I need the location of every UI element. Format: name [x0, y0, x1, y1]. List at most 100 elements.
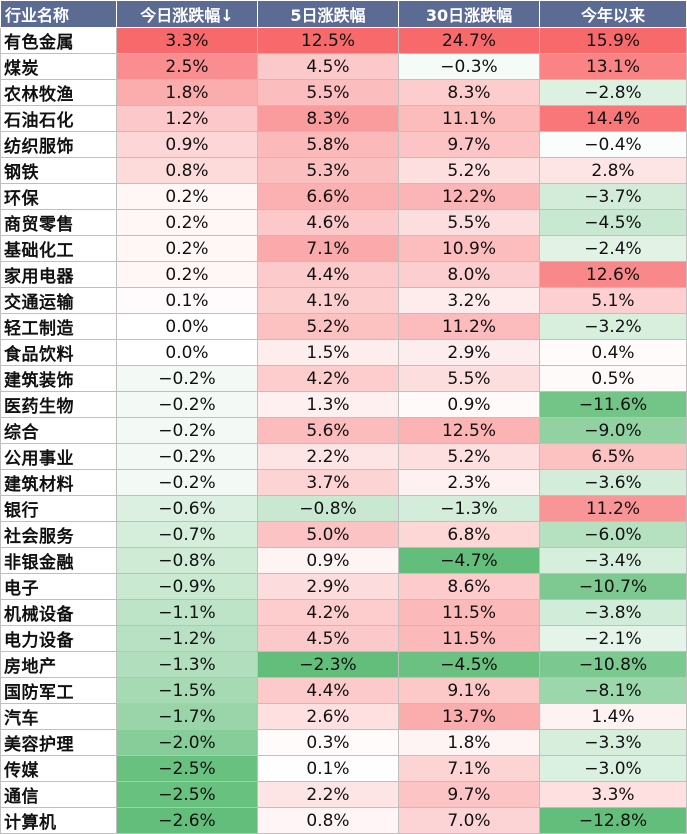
- 5day-change-cell: 0.3%: [257, 729, 399, 756]
- today-change-cell: −2.5%: [116, 781, 258, 808]
- 5day-change-cell: 4.6%: [257, 209, 399, 236]
- industry-name-cell: 综合: [0, 417, 117, 444]
- industry-name-cell: 商贸零售: [0, 209, 117, 236]
- table-row: 公用事业 −0.2% 2.2% 5.2% 6.5%: [0, 443, 687, 470]
- industry-name-cell: 纺织服饰: [0, 131, 117, 158]
- 30day-change-cell: 5.5%: [398, 365, 540, 392]
- today-change-cell: 0.2%: [116, 261, 258, 288]
- 5day-change-cell: 4.1%: [257, 287, 399, 314]
- ytd-change-cell: 2.8%: [539, 157, 687, 184]
- ytd-change-cell: 12.6%: [539, 261, 687, 288]
- 30day-change-cell: 6.8%: [398, 521, 540, 548]
- industry-name-cell: 医药生物: [0, 391, 117, 418]
- ytd-change-cell: −2.4%: [539, 235, 687, 262]
- 5day-change-cell: 3.7%: [257, 469, 399, 496]
- table-row: 通信 −2.5% 2.2% 9.7% 3.3%: [0, 781, 687, 808]
- 5day-change-cell: 7.1%: [257, 235, 399, 262]
- today-change-cell: −1.7%: [116, 703, 258, 730]
- header-industry-name[interactable]: 行业名称: [0, 0, 117, 28]
- industry-name-cell: 石油石化: [0, 105, 117, 132]
- 30day-change-cell: 8.6%: [398, 573, 540, 600]
- 5day-change-cell: 5.0%: [257, 521, 399, 548]
- table-row: 农林牧渔 1.8% 5.5% 8.3% −2.8%: [0, 79, 687, 106]
- 5day-change-cell: 0.1%: [257, 755, 399, 782]
- 5day-change-cell: 5.3%: [257, 157, 399, 184]
- ytd-change-cell: −8.1%: [539, 677, 687, 704]
- industry-name-cell: 建筑装饰: [0, 365, 117, 392]
- 5day-change-cell: 4.5%: [257, 625, 399, 652]
- ytd-change-cell: 1.4%: [539, 703, 687, 730]
- 30day-change-cell: 11.5%: [398, 599, 540, 626]
- industry-name-cell: 公用事业: [0, 443, 117, 470]
- today-change-cell: −2.5%: [116, 755, 258, 782]
- industry-name-cell: 钢铁: [0, 157, 117, 184]
- ytd-change-cell: −0.4%: [539, 131, 687, 158]
- ytd-change-cell: 11.2%: [539, 495, 687, 522]
- today-change-cell: −1.5%: [116, 677, 258, 704]
- 30day-change-cell: 11.1%: [398, 105, 540, 132]
- today-change-cell: −0.2%: [116, 417, 258, 444]
- 30day-change-cell: −0.3%: [398, 53, 540, 80]
- 5day-change-cell: 1.5%: [257, 339, 399, 366]
- 5day-change-cell: 5.8%: [257, 131, 399, 158]
- 30day-change-cell: 11.2%: [398, 313, 540, 340]
- ytd-change-cell: −12.8%: [539, 807, 687, 834]
- industry-name-cell: 汽车: [0, 703, 117, 730]
- header-ytd-change[interactable]: 今年以来: [539, 0, 687, 28]
- ytd-change-cell: 0.5%: [539, 365, 687, 392]
- ytd-change-cell: 15.9%: [539, 27, 687, 54]
- 5day-change-cell: 0.9%: [257, 547, 399, 574]
- header-30day-change[interactable]: 30日涨跌幅: [398, 0, 540, 28]
- table-row: 社会服务 −0.7% 5.0% 6.8% −6.0%: [0, 521, 687, 548]
- today-change-cell: 0.1%: [116, 287, 258, 314]
- 30day-change-cell: 10.9%: [398, 235, 540, 262]
- 5day-change-cell: 1.3%: [257, 391, 399, 418]
- 5day-change-cell: 8.3%: [257, 105, 399, 132]
- today-change-cell: 0.0%: [116, 313, 258, 340]
- table-row: 银行 −0.6% −0.8% −1.3% 11.2%: [0, 495, 687, 522]
- table-row: 非银金融 −0.8% 0.9% −4.7% −3.4%: [0, 547, 687, 574]
- 30day-change-cell: 7.0%: [398, 807, 540, 834]
- ytd-change-cell: 13.1%: [539, 53, 687, 80]
- table-row: 食品饮料 0.0% 1.5% 2.9% 0.4%: [0, 339, 687, 366]
- table-row: 医药生物 −0.2% 1.3% 0.9% −11.6%: [0, 391, 687, 418]
- ytd-change-cell: −3.4%: [539, 547, 687, 574]
- 5day-change-cell: 12.5%: [257, 27, 399, 54]
- 5day-change-cell: 4.5%: [257, 53, 399, 80]
- table-row: 传媒 −2.5% 0.1% 7.1% −3.0%: [0, 755, 687, 782]
- table-row: 电力设备 −1.2% 4.5% 11.5% −2.1%: [0, 625, 687, 652]
- ytd-change-cell: −3.0%: [539, 755, 687, 782]
- industry-name-cell: 银行: [0, 495, 117, 522]
- 5day-change-cell: 2.2%: [257, 781, 399, 808]
- ytd-change-cell: −10.7%: [539, 573, 687, 600]
- 30day-change-cell: 3.2%: [398, 287, 540, 314]
- table-row: 计算机 −2.6% 0.8% 7.0% −12.8%: [0, 807, 687, 834]
- industry-name-cell: 房地产: [0, 651, 117, 678]
- 30day-change-cell: 0.9%: [398, 391, 540, 418]
- table-row: 建筑材料 −0.2% 3.7% 2.3% −3.6%: [0, 469, 687, 496]
- today-change-cell: −2.6%: [116, 807, 258, 834]
- today-change-cell: 0.2%: [116, 209, 258, 236]
- today-change-cell: −0.9%: [116, 573, 258, 600]
- ytd-change-cell: 14.4%: [539, 105, 687, 132]
- table-row: 基础化工 0.2% 7.1% 10.9% −2.4%: [0, 235, 687, 262]
- ytd-change-cell: −9.0%: [539, 417, 687, 444]
- header-today-change[interactable]: 今日涨跌幅↓: [116, 0, 258, 28]
- header-5day-change[interactable]: 5日涨跌幅: [257, 0, 399, 28]
- industry-name-cell: 轻工制造: [0, 313, 117, 340]
- ytd-change-cell: −3.7%: [539, 183, 687, 210]
- 30day-change-cell: 7.1%: [398, 755, 540, 782]
- header-row: 行业名称 今日涨跌幅↓ 5日涨跌幅 30日涨跌幅 今年以来: [0, 0, 687, 28]
- today-change-cell: −0.2%: [116, 365, 258, 392]
- 30day-change-cell: 12.2%: [398, 183, 540, 210]
- industry-name-cell: 传媒: [0, 755, 117, 782]
- today-change-cell: −0.2%: [116, 469, 258, 496]
- 30day-change-cell: 2.9%: [398, 339, 540, 366]
- table-row: 环保 0.2% 6.6% 12.2% −3.7%: [0, 183, 687, 210]
- table-row: 轻工制造 0.0% 5.2% 11.2% −3.2%: [0, 313, 687, 340]
- 5day-change-cell: 2.9%: [257, 573, 399, 600]
- ytd-change-cell: 5.1%: [539, 287, 687, 314]
- today-change-cell: 0.9%: [116, 131, 258, 158]
- 5day-change-cell: 4.4%: [257, 261, 399, 288]
